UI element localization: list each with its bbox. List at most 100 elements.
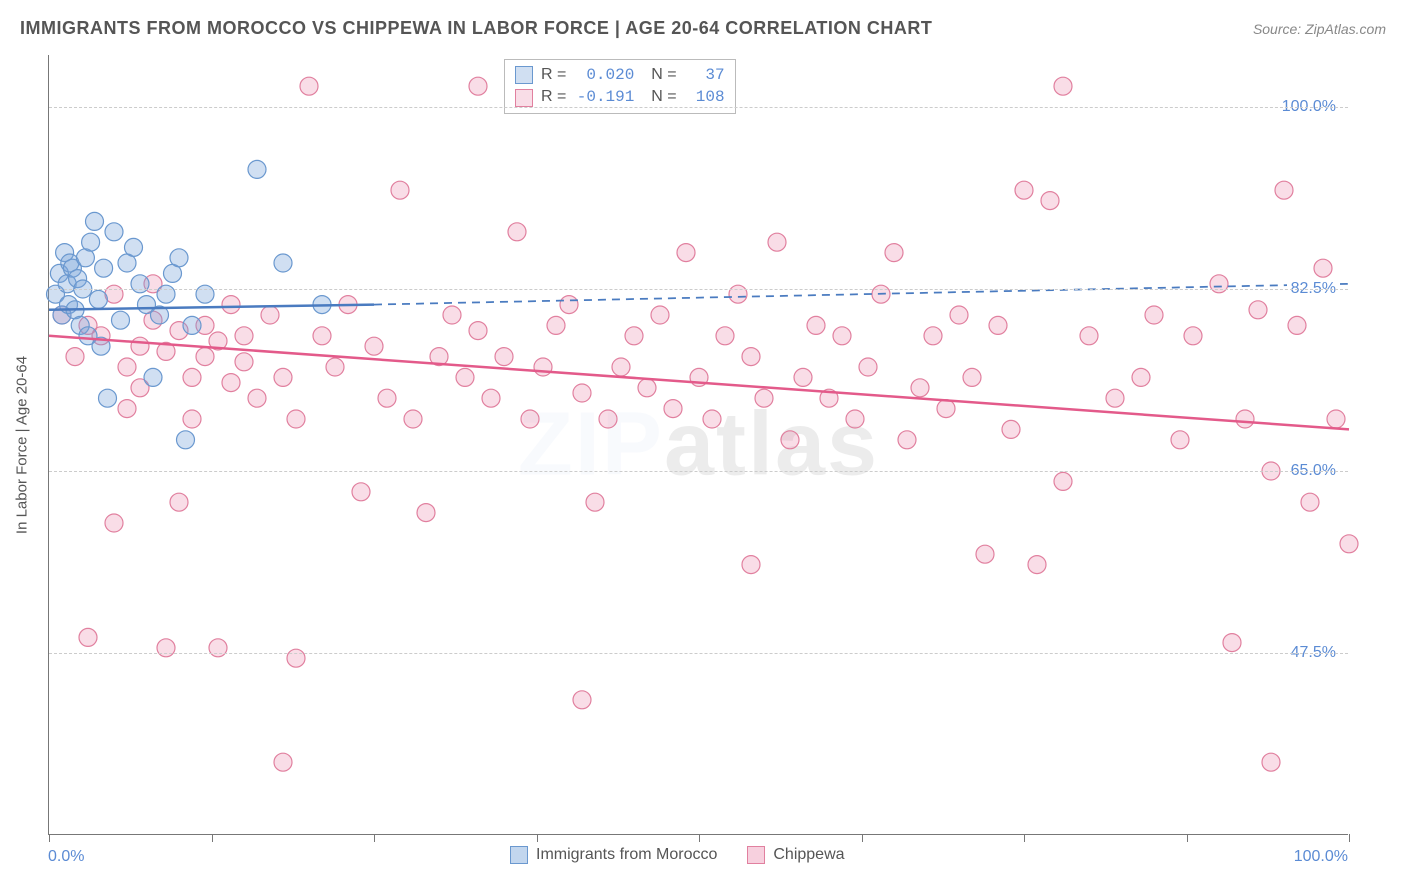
stats-legend-box: R = 0.020 N = 37R = -0.191 N = 108 (504, 59, 736, 114)
data-point (222, 296, 240, 314)
title-bar: IMMIGRANTS FROM MOROCCO VS CHIPPEWA IN L… (0, 0, 1406, 49)
data-point (235, 327, 253, 345)
data-point (1171, 431, 1189, 449)
data-point (898, 431, 916, 449)
data-point (326, 358, 344, 376)
data-point (274, 753, 292, 771)
data-point (118, 358, 136, 376)
data-point (1054, 77, 1072, 95)
xtick (862, 834, 863, 842)
data-point (729, 285, 747, 303)
data-point (1262, 753, 1280, 771)
gridline (49, 653, 1348, 654)
gridline (49, 107, 1348, 108)
xaxis-min-label: 0.0% (48, 848, 84, 866)
data-point (1223, 634, 1241, 652)
data-point (1145, 306, 1163, 324)
data-point (560, 296, 578, 314)
data-point (157, 285, 175, 303)
data-point (105, 223, 123, 241)
data-point (599, 410, 617, 428)
data-point (378, 389, 396, 407)
data-point (937, 400, 955, 418)
data-point (287, 410, 305, 428)
xtick (699, 834, 700, 842)
xtick (49, 834, 50, 842)
data-point (742, 348, 760, 366)
data-point (794, 368, 812, 386)
data-point (911, 379, 929, 397)
data-point (950, 306, 968, 324)
data-point (703, 410, 721, 428)
data-point (989, 316, 1007, 334)
data-point (573, 691, 591, 709)
data-point (112, 311, 130, 329)
stat-r-value: -0.191 (574, 86, 634, 108)
legend-item: Chippewa (747, 846, 844, 864)
data-point (66, 348, 84, 366)
data-point (86, 212, 104, 230)
stat-n-label: N = (642, 64, 676, 86)
data-point (261, 306, 279, 324)
data-point (625, 327, 643, 345)
data-point (1327, 410, 1345, 428)
data-point (131, 275, 149, 293)
data-point (95, 259, 113, 277)
bottom-legend: Immigrants from Morocco Chippewa (510, 846, 845, 864)
data-point (248, 389, 266, 407)
data-point (1106, 389, 1124, 407)
xaxis-max-label: 100.0% (1294, 848, 1348, 866)
stat-r-value: 0.020 (574, 64, 634, 86)
stat-n-value: 108 (685, 86, 725, 108)
trend-line-dashed (374, 284, 1349, 305)
data-point (144, 368, 162, 386)
data-point (1275, 181, 1293, 199)
data-point (963, 368, 981, 386)
data-point (586, 493, 604, 511)
legend-label: Chippewa (773, 846, 844, 864)
data-point (664, 400, 682, 418)
data-point (781, 431, 799, 449)
data-point (196, 285, 214, 303)
data-point (482, 389, 500, 407)
data-point (209, 639, 227, 657)
data-point (170, 493, 188, 511)
data-point (177, 431, 195, 449)
legend-label: Immigrants from Morocco (536, 846, 717, 864)
data-point (1236, 410, 1254, 428)
source-label: Source: ZipAtlas.com (1253, 21, 1386, 37)
data-point (573, 384, 591, 402)
data-point (833, 327, 851, 345)
data-point (89, 290, 107, 308)
data-point (417, 504, 435, 522)
data-point (183, 410, 201, 428)
stat-r-label: R = (541, 86, 566, 108)
legend-swatch (747, 846, 765, 864)
stat-r-label: R = (541, 64, 566, 86)
data-point (638, 379, 656, 397)
data-point (885, 244, 903, 262)
data-point (352, 483, 370, 501)
data-point (469, 77, 487, 95)
data-point (1340, 535, 1358, 553)
data-point (742, 556, 760, 574)
data-point (443, 306, 461, 324)
data-point (125, 238, 143, 256)
chart-title: IMMIGRANTS FROM MOROCCO VS CHIPPEWA IN L… (20, 18, 932, 39)
data-point (222, 374, 240, 392)
data-point (105, 514, 123, 532)
data-point (183, 368, 201, 386)
gridline (49, 289, 1348, 290)
data-point (1210, 275, 1228, 293)
stat-n-value: 37 (685, 64, 725, 86)
data-point (456, 368, 474, 386)
trend-line (49, 336, 1349, 430)
data-point (1301, 493, 1319, 511)
gridline (49, 471, 1348, 472)
data-point (677, 244, 695, 262)
data-point (365, 337, 383, 355)
data-point (79, 628, 97, 646)
data-point (716, 327, 734, 345)
data-point (807, 316, 825, 334)
data-point (508, 223, 526, 241)
